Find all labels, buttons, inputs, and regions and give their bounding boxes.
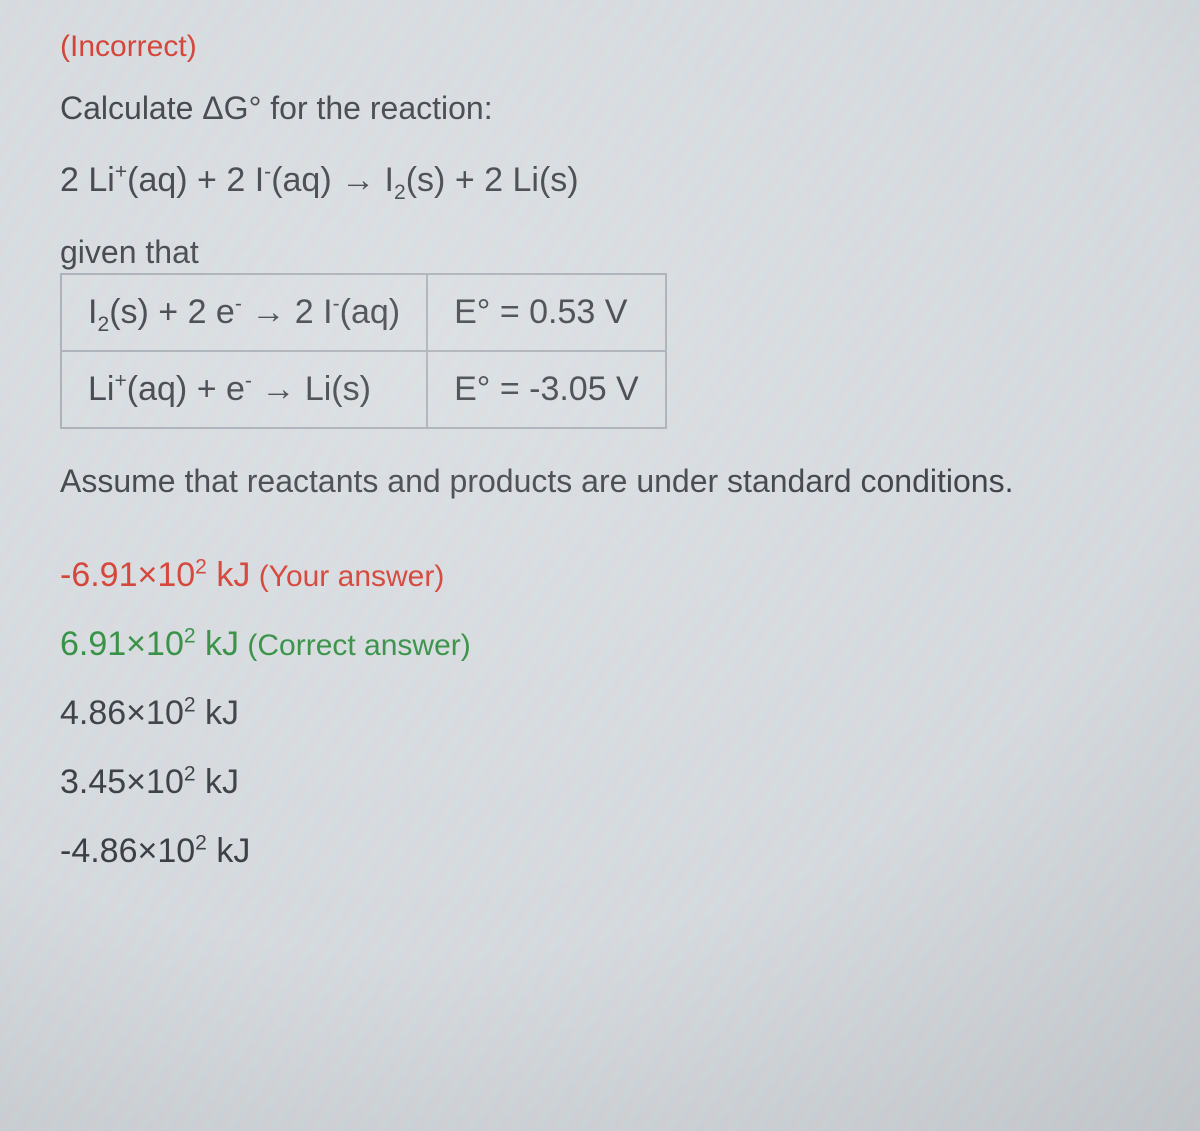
half-reaction-cell: Li+(aq) + e- → Li(s) [61, 351, 427, 428]
question-card: (Incorrect) Calculate ΔG° for the reacti… [0, 0, 1200, 941]
given-label: given that [60, 234, 199, 275]
answer-list: -6.91×102 kJ (Your answer) 6.91×102 kJ (C… [60, 556, 1140, 871]
assumption-text: Assume that reactants and products are u… [60, 463, 1140, 500]
answer-value: 4.86×102 kJ [60, 694, 239, 732]
half-reaction-table: I2(s) + 2 e- → 2 I-(aq)E° = 0.53 VLi+(aq… [60, 273, 667, 429]
half-reaction-cell: I2(s) + 2 e- → 2 I-(aq) [61, 274, 427, 351]
answer-value: 6.91×102 kJ [60, 625, 239, 663]
table-row: I2(s) + 2 e- → 2 I-(aq)E° = 0.53 V [61, 274, 666, 351]
answer-value: -4.86×102 kJ [60, 832, 250, 870]
status-label: (Incorrect) [60, 30, 1140, 64]
half-reaction-tbody: I2(s) + 2 e- → 2 I-(aq)E° = 0.53 VLi+(aq… [61, 274, 666, 428]
potential-cell: E° = 0.53 V [427, 274, 666, 351]
answer-option[interactable]: -6.91×102 kJ (Your answer) [60, 556, 1140, 595]
answer-value: -6.91×102 kJ [60, 556, 250, 594]
answer-option[interactable]: 3.45×102 kJ [60, 763, 1140, 802]
answer-value: 3.45×102 kJ [60, 763, 239, 801]
answer-option[interactable]: 4.86×102 kJ [60, 694, 1140, 733]
main-equation: 2 Li+(aq) + 2 I-(aq) → I2(s) + 2 Li(s) [60, 161, 1140, 200]
answer-option[interactable]: -4.86×102 kJ [60, 832, 1140, 871]
answer-note: (Your answer) [250, 560, 444, 593]
answer-option[interactable]: 6.91×102 kJ (Correct answer) [60, 625, 1140, 664]
answer-note: (Correct answer) [239, 629, 471, 662]
question-prompt: Calculate ΔG° for the reaction: [60, 90, 1140, 127]
table-row: Li+(aq) + e- → Li(s)E° = -3.05 V [61, 351, 666, 428]
potential-cell: E° = -3.05 V [427, 351, 666, 428]
